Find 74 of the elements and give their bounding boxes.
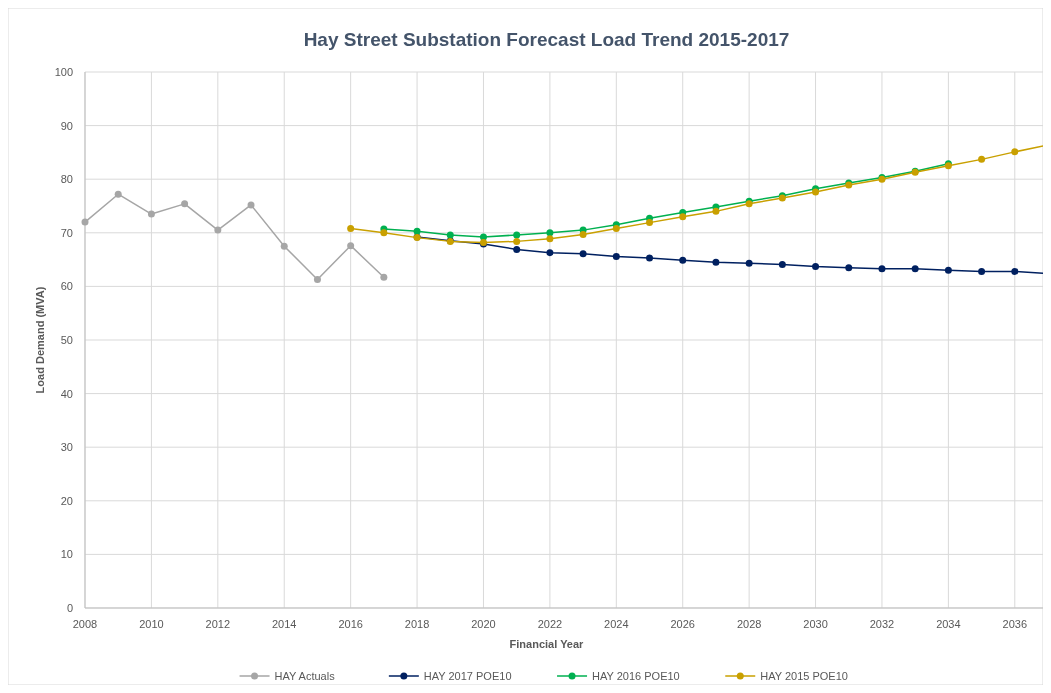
x-tick-label: 2014 bbox=[272, 618, 297, 630]
point bbox=[313, 275, 321, 283]
point bbox=[911, 265, 919, 273]
point bbox=[181, 200, 189, 208]
point bbox=[214, 226, 222, 234]
point bbox=[612, 252, 620, 260]
point bbox=[380, 229, 388, 237]
point bbox=[712, 207, 720, 215]
point bbox=[845, 264, 853, 272]
x-tick-label: 2036 bbox=[1002, 618, 1028, 630]
point bbox=[712, 258, 720, 266]
point bbox=[546, 249, 554, 257]
legend-label: HAY 2015 POE10 bbox=[760, 670, 848, 682]
y-tick-label: 70 bbox=[60, 226, 73, 239]
point bbox=[513, 231, 521, 239]
point bbox=[778, 260, 786, 268]
x-tick-label: 2018 bbox=[404, 618, 430, 630]
x-tick-label: 2030 bbox=[803, 618, 828, 630]
x-tick-label: 2024 bbox=[604, 618, 629, 630]
legend-label: HAY 2017 POE10 bbox=[423, 670, 512, 682]
y-tick-label: 10 bbox=[60, 548, 73, 561]
point bbox=[1011, 267, 1019, 275]
point bbox=[247, 201, 255, 209]
legend-label: HAY Actuals bbox=[274, 670, 336, 682]
x-tick-label: 2026 bbox=[670, 618, 695, 630]
point bbox=[679, 256, 687, 264]
point bbox=[978, 155, 986, 163]
point bbox=[114, 190, 122, 198]
point bbox=[81, 218, 89, 226]
x-axis-title: Financial Year bbox=[509, 638, 585, 650]
chart-title: Hay Street Substation Forecast Load Trend 2015-2017 bbox=[303, 29, 790, 50]
point bbox=[612, 225, 620, 233]
y-tick-label: 20 bbox=[60, 494, 73, 507]
y-axis-title: Load Demand (MVA) bbox=[34, 286, 46, 394]
x-tick-label: 2012 bbox=[205, 618, 231, 630]
x-tick-label: 2028 bbox=[736, 618, 762, 630]
point bbox=[679, 213, 687, 221]
point bbox=[579, 250, 587, 258]
point bbox=[546, 229, 554, 237]
point bbox=[280, 242, 288, 250]
y-tick-label: 60 bbox=[60, 280, 73, 293]
point bbox=[646, 219, 654, 227]
y-tick-label: 100 bbox=[54, 66, 73, 78]
point bbox=[579, 230, 587, 238]
y-tick-label: 90 bbox=[60, 119, 73, 132]
point bbox=[513, 237, 521, 245]
point bbox=[546, 235, 554, 243]
x-tick-label: 2016 bbox=[338, 618, 363, 630]
point bbox=[380, 273, 388, 281]
point bbox=[446, 231, 454, 239]
x-tick-label: 2010 bbox=[139, 618, 164, 630]
point bbox=[978, 267, 986, 275]
y-tick-label: 80 bbox=[60, 173, 73, 186]
point bbox=[646, 254, 654, 262]
x-tick-label: 2022 bbox=[537, 618, 563, 630]
y-tick-label: 40 bbox=[60, 387, 73, 400]
legend-label: HAY 2016 POE10 bbox=[592, 670, 680, 682]
point bbox=[1011, 148, 1019, 156]
x-tick-label: 2034 bbox=[936, 618, 961, 630]
y-tick-label: 30 bbox=[60, 441, 73, 454]
point bbox=[745, 259, 753, 267]
point bbox=[878, 265, 886, 273]
x-tick-label: 2020 bbox=[471, 618, 496, 630]
y-tick-label: 50 bbox=[60, 334, 73, 346]
point bbox=[347, 242, 355, 250]
point bbox=[944, 266, 952, 274]
y-tick-label: 0 bbox=[66, 602, 73, 614]
point bbox=[147, 210, 155, 218]
point bbox=[347, 225, 355, 233]
x-tick-label: 2032 bbox=[869, 618, 895, 630]
point bbox=[513, 245, 521, 253]
point bbox=[413, 227, 421, 235]
x-tick-label: 2008 bbox=[72, 618, 98, 630]
point bbox=[812, 263, 820, 271]
